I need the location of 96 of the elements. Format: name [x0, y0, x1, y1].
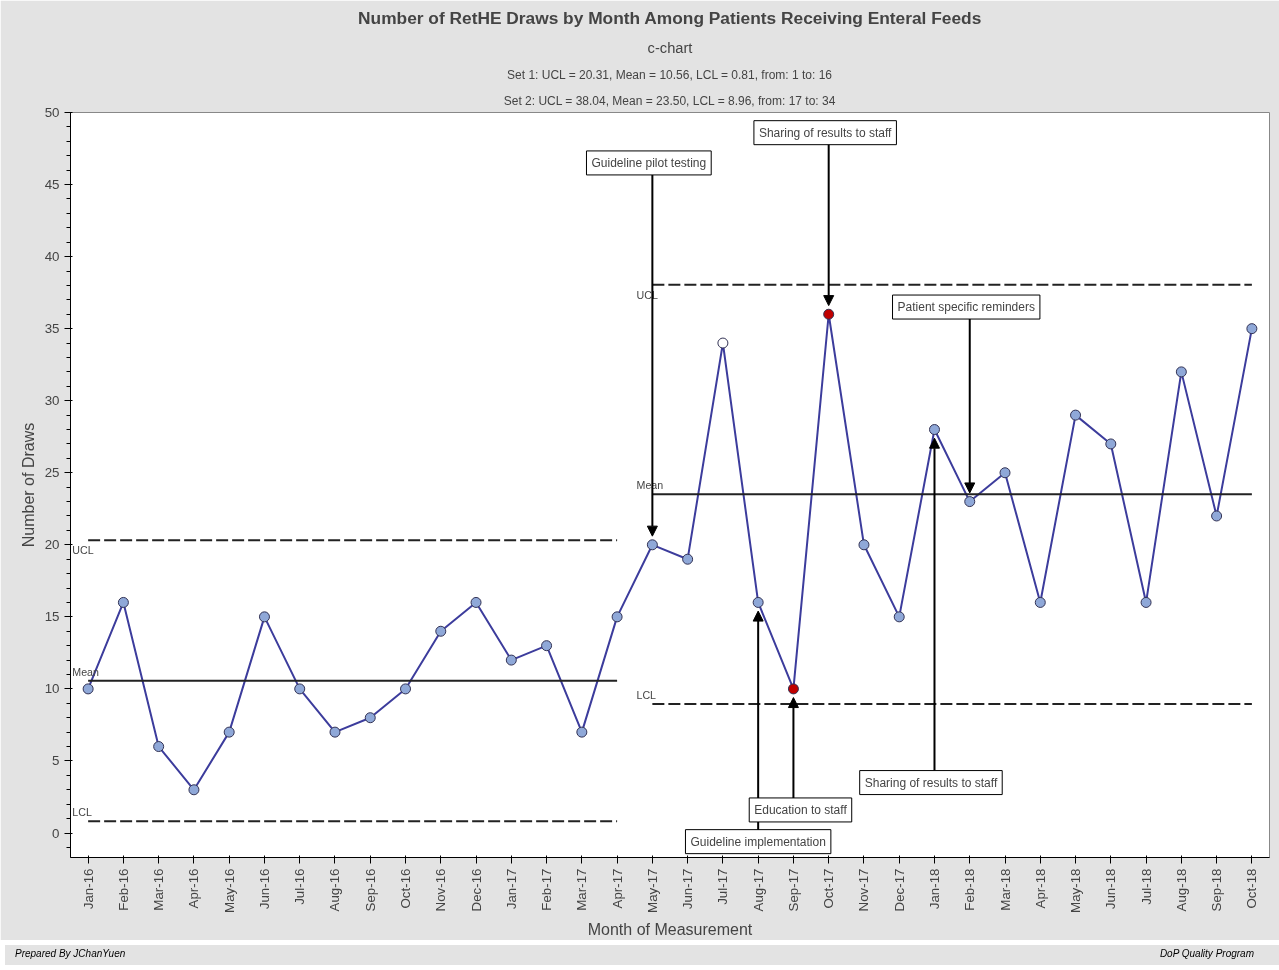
x-tick-label: Jun-17: [680, 868, 696, 910]
y-tick-label: 20: [44, 537, 60, 553]
point: [999, 467, 1011, 479]
y-tick-label: 30: [44, 393, 60, 409]
point: [223, 726, 235, 738]
x-tick-label: Feb-17: [539, 868, 555, 911]
point: [364, 712, 376, 724]
y-tick-label: 50: [44, 105, 60, 120]
x-tick-label: Sep-16: [362, 868, 378, 912]
y-tick-label: 25: [44, 465, 60, 481]
y-tick-label: 15: [44, 609, 60, 625]
x-tick-label: Dec-16: [468, 868, 484, 912]
x-tick-label: Feb-16: [115, 868, 131, 911]
text: Set 1: UCL = 20.31, Mean = 10.56, LCL = 0.81, from: 1 to: 16: [507, 67, 833, 82]
point: [258, 611, 270, 623]
annotation: Sharing of results to staff: [864, 775, 998, 790]
point: [823, 308, 835, 320]
point: [188, 784, 200, 796]
x-tick-label: Jan-16: [80, 868, 96, 910]
y-tick-label: 45: [44, 177, 60, 193]
x-tick-label: Mar-18: [997, 868, 1013, 911]
chart-subtitle: c-chart: [647, 39, 693, 56]
x-tick-label: Jan-17: [503, 868, 519, 910]
point: [294, 683, 306, 695]
point: [505, 654, 517, 666]
y-tick-label: 35: [44, 321, 60, 337]
x-tick-label: Apr-16: [186, 868, 202, 909]
x-tick-label: Oct-16: [398, 868, 414, 909]
point: [117, 596, 129, 608]
y-tick-label: 0: [52, 825, 60, 841]
x-tick-label: Aug-18: [1173, 868, 1189, 912]
x-tick-label: May-16: [221, 868, 237, 913]
text: LCL: [636, 688, 657, 701]
point: [1140, 596, 1152, 608]
x-tick-label: Oct-18: [1244, 868, 1260, 909]
series-label: LCL: [72, 806, 92, 819]
point: [435, 625, 447, 637]
point: [1246, 323, 1258, 335]
point: [153, 741, 165, 753]
point: [858, 539, 870, 551]
point: [787, 683, 799, 695]
x-tick-label: Mar-17: [574, 868, 590, 911]
text: DoP Quality Program: [1159, 947, 1254, 961]
annotation: Sharing of results to staff: [758, 125, 893, 140]
annotation: Guideline implementation: [690, 834, 826, 849]
x-tick-label: Aug-17: [750, 868, 766, 912]
y-axis-title: Number of Draws: [19, 422, 37, 548]
y-tick-label: 5: [52, 753, 60, 769]
x-tick-label: Oct-17: [821, 868, 837, 909]
point: [1034, 596, 1046, 608]
point: [329, 726, 341, 738]
annotation: Education to staff: [754, 802, 848, 817]
point: [1211, 510, 1223, 522]
point: [400, 683, 412, 695]
point: [717, 337, 729, 349]
x-tick-label: Sep-17: [785, 868, 801, 912]
chart-title: Number of RetHE Draws by Month Among Patients Receiving Enteral Feeds: [358, 7, 982, 28]
x-tick-label: Nov-16: [433, 868, 449, 912]
x-tick-label: Mar-16: [151, 868, 167, 911]
x-tick-label: Jun-16: [256, 868, 272, 910]
point: [752, 596, 764, 608]
point: [82, 683, 94, 695]
x-tick-label: Jul-17: [715, 868, 731, 905]
point: [682, 553, 694, 565]
x-tick-label: Nov-17: [856, 868, 872, 912]
x-tick-label: Jun-18: [1103, 868, 1119, 910]
x-tick-label: Dec-17: [891, 868, 907, 912]
annotation: Guideline pilot testing: [591, 155, 707, 170]
point: [1105, 438, 1117, 450]
x-tick-label: Sep-18: [1209, 868, 1225, 912]
point: [1070, 409, 1082, 421]
x-tick-label: May-17: [644, 868, 660, 913]
point: [470, 596, 482, 608]
point: [893, 611, 905, 623]
annotation: Patient specific reminders: [897, 300, 1035, 315]
point: [576, 726, 588, 738]
point: [611, 611, 623, 623]
point: [646, 539, 658, 551]
y-tick-label: 10: [44, 681, 60, 697]
x-tick-label: Jan-18: [926, 868, 942, 910]
text: Prepared By JChanYuen: [15, 947, 126, 961]
point: [541, 640, 553, 652]
x-tick-label: Jul-16: [292, 868, 308, 905]
point: [928, 424, 940, 436]
x-tick-label: Feb-18: [962, 868, 978, 911]
point: [964, 496, 976, 508]
x-axis-title: Month of Measurement: [587, 920, 753, 938]
x-tick-label: Jul-18: [1138, 868, 1154, 905]
x-tick-label: Apr-17: [609, 868, 625, 909]
x-tick-label: Apr-18: [1032, 868, 1048, 909]
point: [1175, 366, 1187, 378]
series-label: UCL: [72, 544, 94, 557]
x-tick-label: May-18: [1068, 868, 1084, 913]
x-tick-label: Aug-16: [327, 868, 343, 912]
text: Set 2: UCL = 38.04, Mean = 23.50, LCL = 8.96, from: 17 to: 34: [503, 93, 836, 108]
y-tick-label: 40: [44, 249, 60, 265]
